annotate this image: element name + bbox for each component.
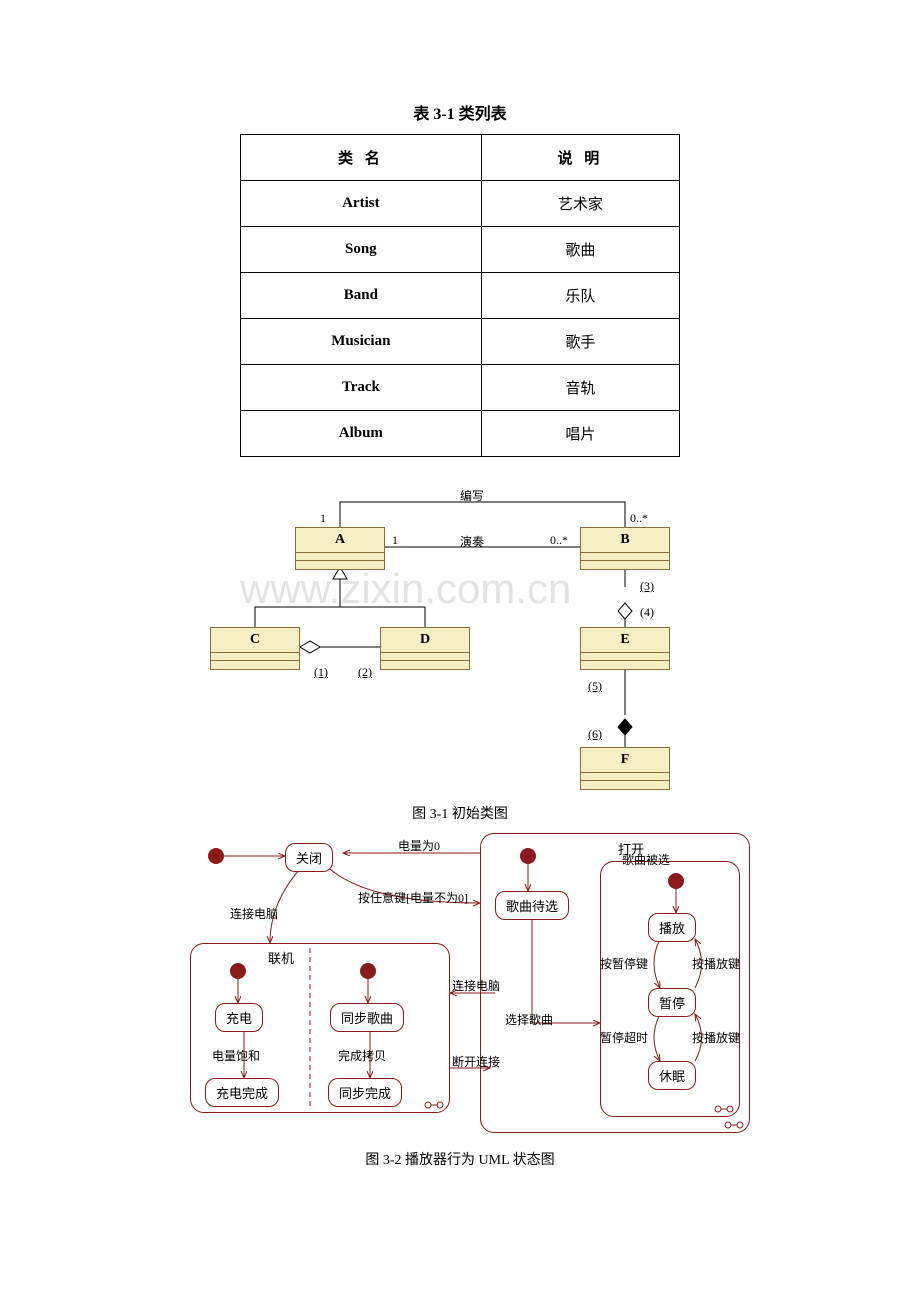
state-sync: 同步歌曲 [330,1003,404,1032]
trans-label: 连接电脑 [230,905,278,922]
trans-label: 歌曲被选 [622,851,670,868]
state-diagram: 关闭 联机 充电 同步歌曲 充电完成 同步完成 打开 歌曲待选 播放 暂停 休眠… [170,833,750,1143]
state-wait-select: 歌曲待选 [495,891,569,920]
trans-label: 断开连接 [452,1053,500,1070]
state-sync-done: 同步完成 [328,1078,402,1107]
state-charge: 充电 [215,1003,263,1032]
trans-label: 选择歌曲 [505,1011,553,1028]
table-header-desc: 说 明 [481,135,679,181]
state-charge-done: 充电完成 [205,1078,279,1107]
class-diagram: www.zixin.com.cn A B C D E F 编写 1 0..* 演… [200,487,720,797]
trans-label: 电量饱和 [212,1047,260,1064]
trans-label: 按暂停键 [600,955,648,972]
trans-label: 按任意键[电量不为0] [358,889,468,906]
relation-num: (5) [588,679,602,694]
state-play: 播放 [648,913,696,942]
trans-label: 按播放键 [692,1029,740,1046]
trans-label: 连接电脑 [452,977,500,994]
class-F: F [580,747,670,790]
initial-state [520,848,536,864]
multiplicity: 1 [392,533,398,548]
relation-num: (3) [640,579,654,594]
state-pause: 暂停 [648,988,696,1017]
region-label-online: 联机 [268,948,294,967]
trans-label: 暂停超时 [600,1029,648,1046]
multiplicity: 0..* [630,511,648,526]
table-row: Album唱片 [241,411,680,457]
trans-label: 完成拷贝 [338,1047,386,1064]
assoc-label: 编写 [460,487,484,504]
trans-label: 电量为0 [398,837,440,854]
table-row: Musician歌手 [241,319,680,365]
table-row: Song歌曲 [241,227,680,273]
state-closed: 关闭 [285,843,333,872]
initial-state [360,963,376,979]
table-title: 表 3-1 类列表 [0,100,920,124]
class-C: C [210,627,300,670]
initial-state [208,848,224,864]
state-sleep: 休眠 [648,1061,696,1090]
class-E: E [580,627,670,670]
multiplicity: 0..* [550,533,568,548]
relation-num: (4) [640,605,654,620]
class-A: A [295,527,385,570]
assoc-label: 演奏 [460,533,484,550]
table-row: Artist艺术家 [241,181,680,227]
initial-state [230,963,246,979]
trans-label: 按播放键 [692,955,740,972]
class-table: 类 名 说 明 Artist艺术家 Song歌曲 Band乐队 Musician… [240,134,680,457]
class-B: B [580,527,670,570]
relation-num: (1) [314,665,328,680]
class-diagram-caption: 图 3-1 初始类图 [0,803,920,823]
table-row: Band乐队 [241,273,680,319]
table-header-name: 类 名 [241,135,482,181]
state-diagram-caption: 图 3-2 播放器行为 UML 状态图 [0,1149,920,1169]
relation-num: (6) [588,727,602,742]
initial-state [668,873,684,889]
relation-num: (2) [358,665,372,680]
multiplicity: 1 [320,511,326,526]
class-D: D [380,627,470,670]
table-row: Track音轨 [241,365,680,411]
